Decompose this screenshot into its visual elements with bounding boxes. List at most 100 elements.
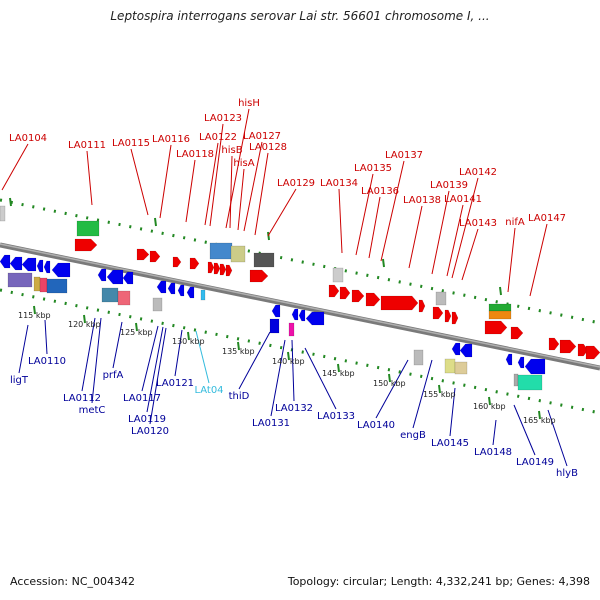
- kbp-tick-label: 145 kbp: [322, 369, 355, 378]
- forward-gene-arrow: [380, 295, 419, 311]
- scale-tick: [83, 314, 86, 324]
- scale-tick: [438, 384, 441, 394]
- leader-line: [507, 227, 516, 293]
- leader-line: [451, 177, 479, 279]
- gene-label-top: hisB: [221, 145, 242, 156]
- gene-label-top: LA0118: [176, 149, 214, 160]
- gene-label-top: LA0147: [528, 213, 566, 224]
- gene-label-bottom: LAt04: [194, 385, 223, 396]
- kbp-tick-label: 165 kbp: [523, 416, 556, 425]
- gene-label-top: LA0143: [459, 218, 497, 229]
- reverse-gene-arrow: [0, 254, 11, 269]
- domain-box: [413, 349, 424, 366]
- forward-gene-arrow: [510, 326, 524, 340]
- domain-box: [288, 322, 295, 337]
- kbp-tick-label: 120 kbp: [68, 320, 101, 329]
- forward-gene-arrow: [74, 238, 98, 252]
- leader-line: [238, 331, 271, 390]
- gene-label-bottom: LA0119: [128, 414, 166, 425]
- forward-gene-arrow: [136, 248, 150, 261]
- leader-line: [237, 168, 245, 231]
- gene-label-bottom: LA0121: [156, 378, 194, 389]
- gene-label-top: LA0139: [430, 180, 468, 191]
- kbp-tick-label: 155 kbp: [423, 390, 456, 399]
- leader-line: [408, 205, 423, 269]
- domain-box: [76, 220, 100, 237]
- gene-label-top: LA0142: [459, 167, 497, 178]
- leader-line: [18, 324, 29, 374]
- leader-line: [446, 204, 464, 277]
- gene-label-top: LA0122: [199, 132, 237, 143]
- reverse-gene-arrow: [97, 268, 107, 282]
- accession-text: Accession: NC_004342: [10, 575, 136, 588]
- kbp-tick-label: 125 kbp: [120, 328, 153, 337]
- reverse-gene-arrow: [122, 271, 134, 285]
- backbone-line: [0, 242, 600, 371]
- forward-gene-arrow: [149, 250, 161, 263]
- gene-label-bottom: hlyB: [556, 468, 578, 479]
- domain-box: [0, 205, 6, 222]
- domain-box: [117, 290, 131, 306]
- reverse-gene-arrow: [305, 311, 325, 326]
- leader-line: [81, 317, 96, 392]
- domain-box: [513, 373, 519, 387]
- domain-box: [454, 361, 468, 375]
- domain-box: [444, 358, 456, 374]
- kbp-tick-label: 160 kbp: [473, 402, 506, 411]
- leader-line: [185, 159, 196, 223]
- scale-tick: [9, 197, 12, 207]
- leader-line: [380, 160, 405, 262]
- forward-gene-arrow: [451, 311, 459, 325]
- gene-label-bottom: LA0145: [431, 438, 469, 449]
- gene-label-bottom: LA0112: [63, 393, 101, 404]
- kbp-tick-label: 140 kbp: [272, 357, 305, 366]
- leader-line: [412, 359, 433, 429]
- leader-line: [461, 228, 479, 281]
- leader-line: [225, 108, 250, 229]
- gene-label-top: hisH: [238, 98, 260, 109]
- gene-label-top: LA0128: [249, 142, 287, 153]
- gene-label-bottom: LA0120: [131, 426, 169, 437]
- gene-label-top: LA0141: [444, 194, 482, 205]
- scale-tick: [499, 286, 502, 296]
- leader-line: [529, 223, 548, 297]
- gene-label-top: LA0111: [68, 140, 106, 151]
- gene-label-top: LA0127: [243, 131, 281, 142]
- reverse-gene-arrow: [167, 282, 176, 295]
- leader-line: [44, 319, 48, 355]
- domain-box: [488, 310, 512, 320]
- gene-label-bottom: metC: [79, 405, 106, 416]
- leader-line: [368, 196, 381, 259]
- scale-tick: [388, 373, 391, 383]
- reverse-gene-arrow: [505, 353, 513, 366]
- gene-label-bottom: ligT: [10, 375, 29, 386]
- gene-label-bottom: LA0148: [474, 447, 512, 458]
- domain-box: [209, 242, 233, 260]
- scale-tick: [187, 331, 190, 341]
- leader-line: [209, 123, 224, 227]
- leader-line: [130, 148, 149, 216]
- leader-line: [174, 329, 183, 377]
- leader-line: [1, 143, 29, 191]
- forward-gene-arrow: [444, 309, 452, 323]
- leader-line: [304, 347, 337, 410]
- forward-gene-arrow: [418, 299, 426, 313]
- forward-gene-arrow: [585, 345, 600, 360]
- forward-gene-arrow: [559, 339, 577, 354]
- leader-line: [492, 419, 497, 446]
- forward-gene-arrow: [339, 286, 351, 300]
- gene-label-top: LA0104: [9, 133, 47, 144]
- domain-box: [46, 278, 68, 294]
- forward-gene-arrow: [548, 337, 560, 351]
- backbone-highlight: [0, 243, 600, 368]
- reverse-gene-arrow: [524, 358, 546, 375]
- gene-label-bottom: LA0149: [516, 457, 554, 468]
- kbp-tick-label: 115 kbp: [18, 311, 51, 320]
- domain-box: [435, 291, 447, 306]
- reverse-gene-arrow: [459, 343, 473, 358]
- kbp-tick-label: 135 kbp: [222, 347, 255, 356]
- leader-line: [229, 155, 233, 229]
- leader-line: [270, 339, 286, 417]
- scale-tick: [287, 351, 290, 361]
